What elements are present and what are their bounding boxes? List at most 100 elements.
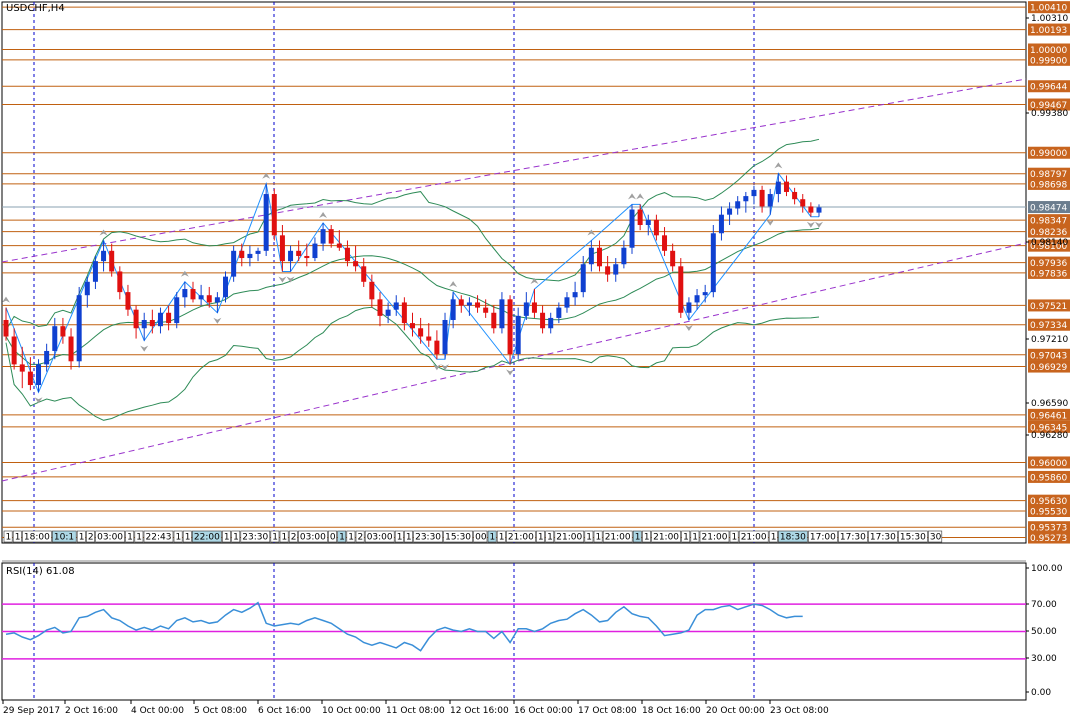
level-label-box (1028, 456, 1070, 469)
level-label-box (1028, 494, 1070, 507)
channel-upper-line (1, 78, 1027, 263)
candle-body (11, 336, 17, 365)
candle-body (239, 250, 245, 259)
time-separator-label: 1 (692, 533, 698, 543)
candle-body (410, 323, 415, 329)
time-separator-label-box (240, 530, 271, 543)
time-separator-label-box (413, 530, 443, 543)
fractal-down-marker (441, 364, 450, 371)
time-separator-label: 18:00 (24, 533, 50, 543)
candle-body (767, 194, 773, 207)
candle-body (808, 206, 814, 213)
candle-body (125, 292, 131, 310)
candle-body (141, 319, 147, 329)
fractal-up-marker (628, 193, 637, 200)
candle-body (523, 302, 529, 316)
time-separator-label-box (404, 530, 413, 543)
candle-body (68, 336, 74, 362)
time-separator-label-box (355, 530, 365, 543)
level-label-text: 0.96345 (1030, 423, 1067, 433)
time-separator-label-box (364, 530, 395, 543)
candle-body (304, 255, 310, 259)
candle-body (710, 233, 716, 293)
zigzag-line (5, 172, 819, 394)
time-separator-label: 21:00 (741, 533, 767, 543)
level-label-text: 0.97043 (1030, 351, 1067, 361)
time-separator-label-box (632, 530, 642, 543)
time-separator-label-box (699, 530, 730, 543)
candle-body (117, 271, 123, 293)
candle-body (166, 312, 172, 324)
candle-body (605, 266, 611, 275)
level-label-box (1028, 53, 1070, 66)
fractal-up-marker (530, 278, 539, 285)
fractal-up-marker (636, 193, 645, 200)
fractal-up-marker (774, 162, 783, 169)
time-separator-label: 00 (475, 533, 487, 543)
fractal-up-marker (449, 281, 458, 288)
time-separator-label: 1 (272, 533, 278, 543)
candle-body (174, 297, 180, 324)
candle-body (580, 264, 586, 293)
fractal-down-marker (278, 276, 287, 283)
candle-body (401, 302, 407, 324)
time-axis-label: 18 Oct 16:00 (642, 706, 701, 716)
bollinger-middle-line (5, 227, 820, 365)
candle-body (588, 247, 594, 265)
level-label-text: 0.99900 (1030, 56, 1067, 66)
time-separator-label-box (346, 530, 356, 543)
time-axis-label: 29 Sep 2017 (3, 706, 60, 716)
time-separator-label-box (125, 530, 135, 543)
candle-body (328, 229, 334, 244)
candle-body (434, 340, 440, 355)
candle-body (556, 307, 562, 318)
time-separator-label: 1 (547, 533, 553, 543)
candle-body (109, 250, 115, 272)
time-separator-label-box (3, 530, 13, 543)
level-label-box (1028, 225, 1070, 238)
rsi-scale-label: 30.00 (1031, 654, 1057, 664)
bollinger-upper-line (5, 138, 820, 331)
time-separator-label-box (506, 530, 536, 543)
time-separator-label-box (778, 530, 808, 543)
candle-body (458, 299, 464, 306)
time-separator-label-box (443, 530, 473, 543)
time-separator-label: 18:30 (780, 533, 806, 543)
candle-body (783, 181, 789, 192)
fractal-down-marker (684, 324, 693, 331)
level-label-box (1028, 318, 1070, 331)
candle-body (686, 302, 692, 313)
level-label-text: 0.98797 (1030, 170, 1067, 180)
time-separator-label: 03:00 (300, 533, 326, 543)
level-label-box (1028, 23, 1070, 36)
time-separator-label: 1 (406, 533, 412, 543)
time-separator-label: 15:30 (900, 533, 926, 543)
price-scale-label: 1.00310 (1031, 14, 1068, 24)
candle-body (353, 261, 359, 267)
time-separator-label: 21:00 (605, 533, 631, 543)
candle-body (279, 235, 285, 262)
time-separator-label-box (279, 530, 289, 543)
time-separator-label: 22:00 (194, 533, 220, 543)
time-separator-label: 23:30 (415, 533, 441, 543)
level-label-box (1028, 531, 1070, 544)
candle-body (531, 302, 537, 313)
time-separator-label-box (231, 530, 241, 543)
price-scale-label: 0.96280 (1031, 431, 1068, 441)
fractal-down-marker (815, 221, 823, 228)
time-separator-label-box (593, 530, 603, 543)
time-separator-label: 17:30 (840, 533, 866, 543)
time-separator-label: 21:00 (653, 533, 679, 543)
candle-body (548, 317, 554, 329)
time-separator-label: 23:30 (242, 533, 268, 543)
level-label-box (1028, 360, 1070, 373)
candle-body (426, 336, 432, 341)
candle-body (44, 350, 50, 365)
bollinger-lower-line (5, 306, 820, 421)
level-label-box (1028, 98, 1070, 111)
time-separator-label-box (681, 530, 691, 543)
candle-body (743, 196, 749, 202)
candle-body (515, 315, 521, 355)
